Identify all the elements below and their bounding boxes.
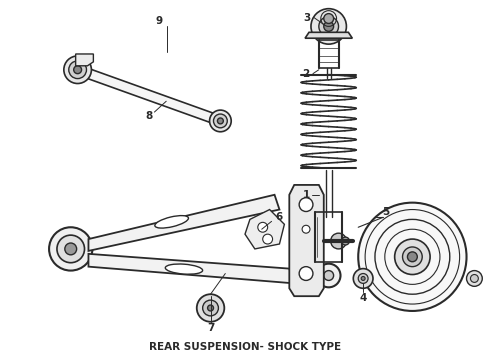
Circle shape	[358, 274, 368, 283]
Circle shape	[57, 235, 84, 263]
Polygon shape	[85, 68, 213, 122]
Circle shape	[470, 275, 478, 282]
Circle shape	[317, 264, 341, 287]
Circle shape	[331, 233, 346, 249]
Ellipse shape	[155, 216, 189, 228]
Circle shape	[210, 110, 231, 132]
Circle shape	[299, 198, 313, 212]
Circle shape	[324, 14, 334, 23]
Circle shape	[263, 234, 272, 244]
Text: 5: 5	[382, 207, 390, 216]
Circle shape	[214, 114, 227, 128]
Polygon shape	[89, 254, 294, 283]
Circle shape	[324, 22, 334, 31]
Polygon shape	[75, 54, 94, 66]
Circle shape	[324, 271, 334, 280]
Text: 6: 6	[276, 212, 283, 222]
Circle shape	[319, 17, 339, 36]
Circle shape	[49, 227, 93, 271]
Circle shape	[218, 118, 223, 124]
Circle shape	[69, 61, 86, 78]
Circle shape	[299, 267, 313, 280]
Circle shape	[394, 239, 430, 275]
Circle shape	[466, 271, 482, 286]
Polygon shape	[305, 32, 352, 38]
Polygon shape	[289, 185, 324, 296]
Text: REAR SUSPENSION- SHOCK TYPE: REAR SUSPENSION- SHOCK TYPE	[149, 342, 341, 352]
Circle shape	[408, 252, 417, 262]
Text: 1: 1	[302, 190, 310, 200]
Circle shape	[342, 237, 349, 245]
Text: 3: 3	[303, 13, 311, 23]
Circle shape	[311, 9, 346, 44]
Ellipse shape	[165, 264, 203, 274]
Text: 2: 2	[302, 69, 310, 79]
Circle shape	[208, 305, 214, 311]
Text: 4: 4	[360, 293, 367, 303]
Circle shape	[197, 294, 224, 322]
Circle shape	[302, 225, 310, 233]
Circle shape	[361, 276, 365, 280]
Circle shape	[358, 203, 466, 311]
Circle shape	[64, 56, 92, 84]
Circle shape	[65, 243, 76, 255]
Text: 8: 8	[146, 111, 153, 121]
Polygon shape	[245, 210, 284, 249]
Circle shape	[353, 269, 373, 288]
Circle shape	[258, 222, 268, 232]
Circle shape	[203, 300, 219, 316]
Circle shape	[402, 247, 422, 267]
Text: 7: 7	[207, 323, 214, 333]
Circle shape	[74, 66, 81, 74]
Polygon shape	[89, 195, 279, 251]
Text: 9: 9	[156, 15, 163, 26]
